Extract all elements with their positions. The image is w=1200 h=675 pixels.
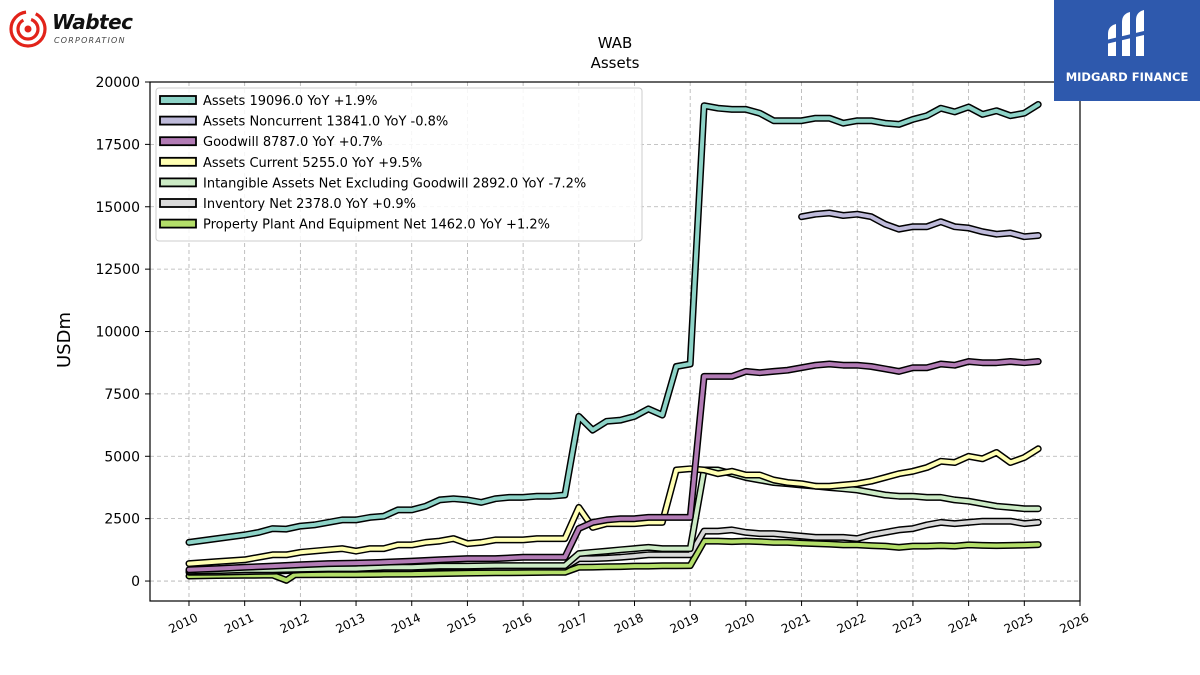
x-tick-label: 2017 [556,611,590,637]
legend-swatch [159,95,197,105]
x-tick-label: 2011 [222,611,256,637]
y-tick-label: 17500 [95,137,140,153]
x-tick-label: 2021 [779,611,813,637]
legend-label: Assets 19096.0 YoY +1.9% [203,94,378,109]
legend-swatch [159,198,197,208]
y-tick-label: 5000 [104,449,140,465]
x-tick-label: 2026 [1058,611,1092,637]
chart-title: WAB [598,34,633,52]
wabtec-logo: Wabtec CORPORATION [8,8,148,52]
legend-label: Property Plant And Equipment Net 1462.0 … [203,218,550,233]
badge-text: MIDGARD FINANCE [1065,70,1189,84]
x-tick-label: 2018 [612,611,646,637]
x-tick-label: 2023 [890,611,924,637]
y-tick-label: 0 [131,574,140,590]
y-tick-label: 2500 [104,512,140,528]
x-tick-label: 2025 [1002,611,1036,637]
legend-swatch [159,115,197,126]
y-axis-label: USDm [54,312,75,368]
series-line [187,446,1041,566]
x-tick-label: 2015 [445,611,479,637]
midgard-logo-icon [1106,10,1148,56]
x-tick-label: 2020 [723,611,757,637]
legend-label: Goodwill 8787.0 YoY +0.7% [203,135,383,150]
legend-label: Intangible Assets Net Excluding Goodwill… [203,176,586,191]
series-line [799,211,1041,239]
legend-swatch [159,177,197,188]
logo-wordmark: Wabtec [52,10,133,34]
legend-label: Inventory Net 2378.0 YoY +0.9% [203,197,416,212]
legend-label: Assets Current 5255.0 YoY +9.5% [203,156,422,171]
series-line [187,102,1041,545]
x-tick-label: 2019 [668,611,702,637]
x-tick-label: 2024 [946,611,980,637]
series-line [187,359,1041,572]
legend-box [155,87,643,242]
x-tick-label: 2016 [501,611,535,637]
legend: Assets 19096.0 YoY +1.9% Assets Noncurren… [155,87,643,242]
y-tick-label: 10000 [95,325,140,341]
chart-subtitle: Assets [591,54,640,72]
series-lines [185,101,1042,584]
y-tick-label: 20000 [95,75,140,91]
legend-swatch [159,156,197,167]
legend-label: Assets Noncurrent 13841.0 YoY -0.8% [203,115,448,130]
y-tick-label: 7500 [104,387,140,403]
plot-frame [149,81,1081,602]
y-tick-label: 15000 [95,200,140,216]
logo-subtext: CORPORATION [54,36,126,45]
legend-swatch [159,136,197,147]
legend-swatch [159,218,197,229]
x-tick-label: 2014 [389,611,423,637]
x-tick-label: 2013 [334,611,368,637]
series-line [187,539,1041,583]
x-tick-label: 2022 [835,611,869,637]
x-tick-label: 2012 [278,611,312,637]
x-tick-label: 2010 [166,611,200,637]
wabtec-logo-mark-icon [9,10,47,48]
midgard-finance-badge: MIDGARD FINANCE [1054,0,1200,101]
series-outline [185,358,1042,574]
y-tick-label: 12500 [95,262,140,278]
